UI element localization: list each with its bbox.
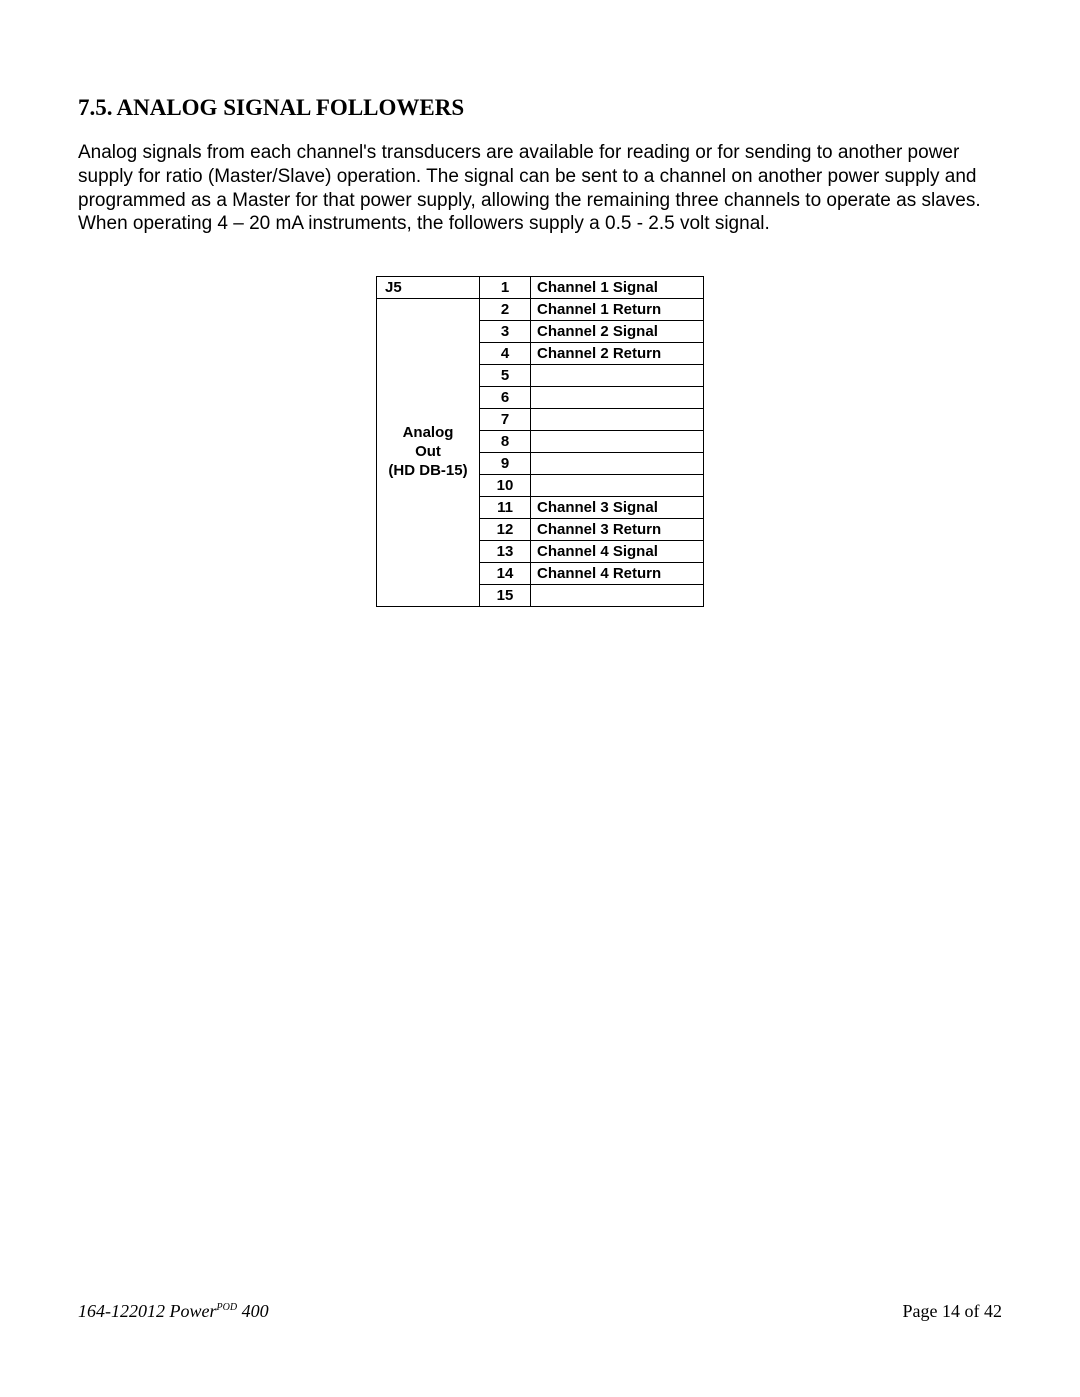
footer-doc-super: POD	[217, 1302, 238, 1313]
desc-cell: Channel 1 Signal	[531, 277, 704, 299]
pin-cell: 3	[480, 321, 531, 343]
table-row: Analog Out (HD DB-15) 2 Channel 1 Return	[377, 299, 704, 321]
section-heading: 7.5.ANALOG SIGNAL FOLLOWERS	[78, 95, 1002, 121]
desc-cell: Channel 4 Return	[531, 563, 704, 585]
pin-cell: 4	[480, 343, 531, 365]
section-paragraph: Analog signals from each channel's trans…	[78, 141, 1002, 236]
connector-label-line: (HD DB-15)	[388, 462, 467, 479]
desc-cell: Channel 4 Signal	[531, 541, 704, 563]
desc-cell: Channel 2 Return	[531, 343, 704, 365]
pin-cell: 7	[480, 409, 531, 431]
pin-cell: 10	[480, 475, 531, 497]
table-row: J5 1 Channel 1 Signal	[377, 277, 704, 299]
desc-cell: Channel 3 Signal	[531, 497, 704, 519]
footer-doc-prefix: 164-122012 Power	[78, 1301, 217, 1321]
desc-cell	[531, 409, 704, 431]
section-number: 7.5.	[78, 95, 113, 120]
desc-cell	[531, 431, 704, 453]
desc-cell: Channel 3 Return	[531, 519, 704, 541]
pinout-table: J5 1 Channel 1 Signal Analog Out (HD DB-…	[376, 276, 704, 607]
pin-cell: 15	[480, 585, 531, 607]
pin-cell: 12	[480, 519, 531, 541]
desc-cell	[531, 475, 704, 497]
desc-cell	[531, 585, 704, 607]
connector-label-line: Out	[415, 443, 441, 460]
connector-id-cell: J5	[377, 277, 480, 299]
pin-cell: 11	[480, 497, 531, 519]
page-footer: 164-122012 PowerPOD 400 Page 14 of 42	[78, 1301, 1002, 1322]
pin-cell: 2	[480, 299, 531, 321]
pin-cell: 1	[480, 277, 531, 299]
desc-cell	[531, 365, 704, 387]
pin-cell: 13	[480, 541, 531, 563]
pin-cell: 8	[480, 431, 531, 453]
desc-cell	[531, 453, 704, 475]
footer-doc-suffix: 400	[237, 1301, 269, 1321]
desc-cell	[531, 387, 704, 409]
pin-cell: 6	[480, 387, 531, 409]
pin-cell: 9	[480, 453, 531, 475]
connector-label-cell: Analog Out (HD DB-15)	[377, 299, 480, 607]
footer-page-number: Page 14 of 42	[903, 1301, 1002, 1322]
desc-cell: Channel 2 Signal	[531, 321, 704, 343]
connector-label-line: Analog	[403, 424, 454, 441]
footer-doc-id: 164-122012 PowerPOD 400	[78, 1301, 269, 1322]
pin-cell: 5	[480, 365, 531, 387]
section-title: ANALOG SIGNAL FOLLOWERS	[117, 95, 465, 120]
desc-cell: Channel 1 Return	[531, 299, 704, 321]
pin-cell: 14	[480, 563, 531, 585]
